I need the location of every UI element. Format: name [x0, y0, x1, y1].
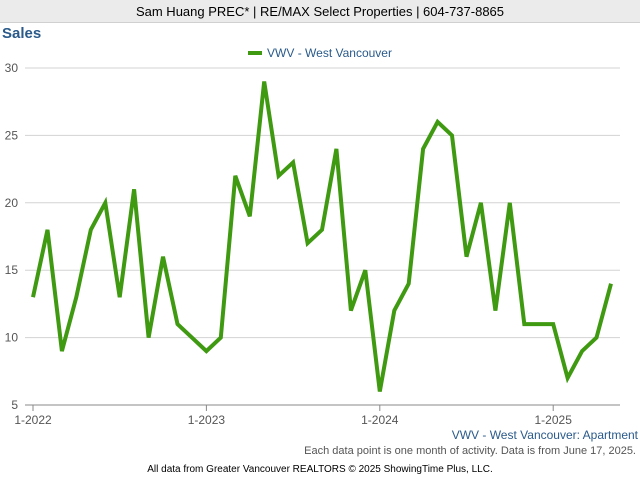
chart-title: Sales — [2, 25, 42, 42]
x-tick-label: 1-2024 — [361, 413, 399, 427]
legend-label[interactable]: VWV - West Vancouver — [267, 46, 392, 60]
y-tick-label: 25 — [5, 128, 19, 142]
y-tick-label: 30 — [5, 61, 19, 75]
grid-lines — [25, 67, 620, 339]
header-bar: Sam Huang PREC* | RE/MAX Select Properti… — [0, 0, 640, 23]
x-tick-label: 1-2023 — [188, 413, 226, 427]
legend[interactable]: VWV - West Vancouver — [0, 46, 640, 60]
legend-swatch — [248, 51, 263, 55]
x-tick-label: 1-2025 — [535, 413, 573, 427]
footer-note: Each data point is one month of activity… — [304, 445, 636, 457]
y-tick-label: 20 — [5, 196, 19, 210]
footer-series-label: VWV - West Vancouver: Apartment — [451, 428, 638, 442]
header-text: Sam Huang PREC* | RE/MAX Select Properti… — [135, 3, 505, 19]
series-group — [31, 81, 613, 392]
x-tick-label: 1-2022 — [14, 413, 52, 427]
x-axis: 1-2022 1-2023 1-2024 1-2025 — [14, 404, 620, 427]
series-line — [31, 81, 613, 392]
y-axis: 5 10 15 20 25 30 — [5, 61, 19, 412]
footer-credit: All data from Greater Vancouver REALTORS… — [147, 464, 493, 475]
y-tick-label: 10 — [5, 331, 19, 345]
y-tick-label: 5 — [11, 398, 18, 412]
y-tick-label: 15 — [5, 263, 19, 277]
